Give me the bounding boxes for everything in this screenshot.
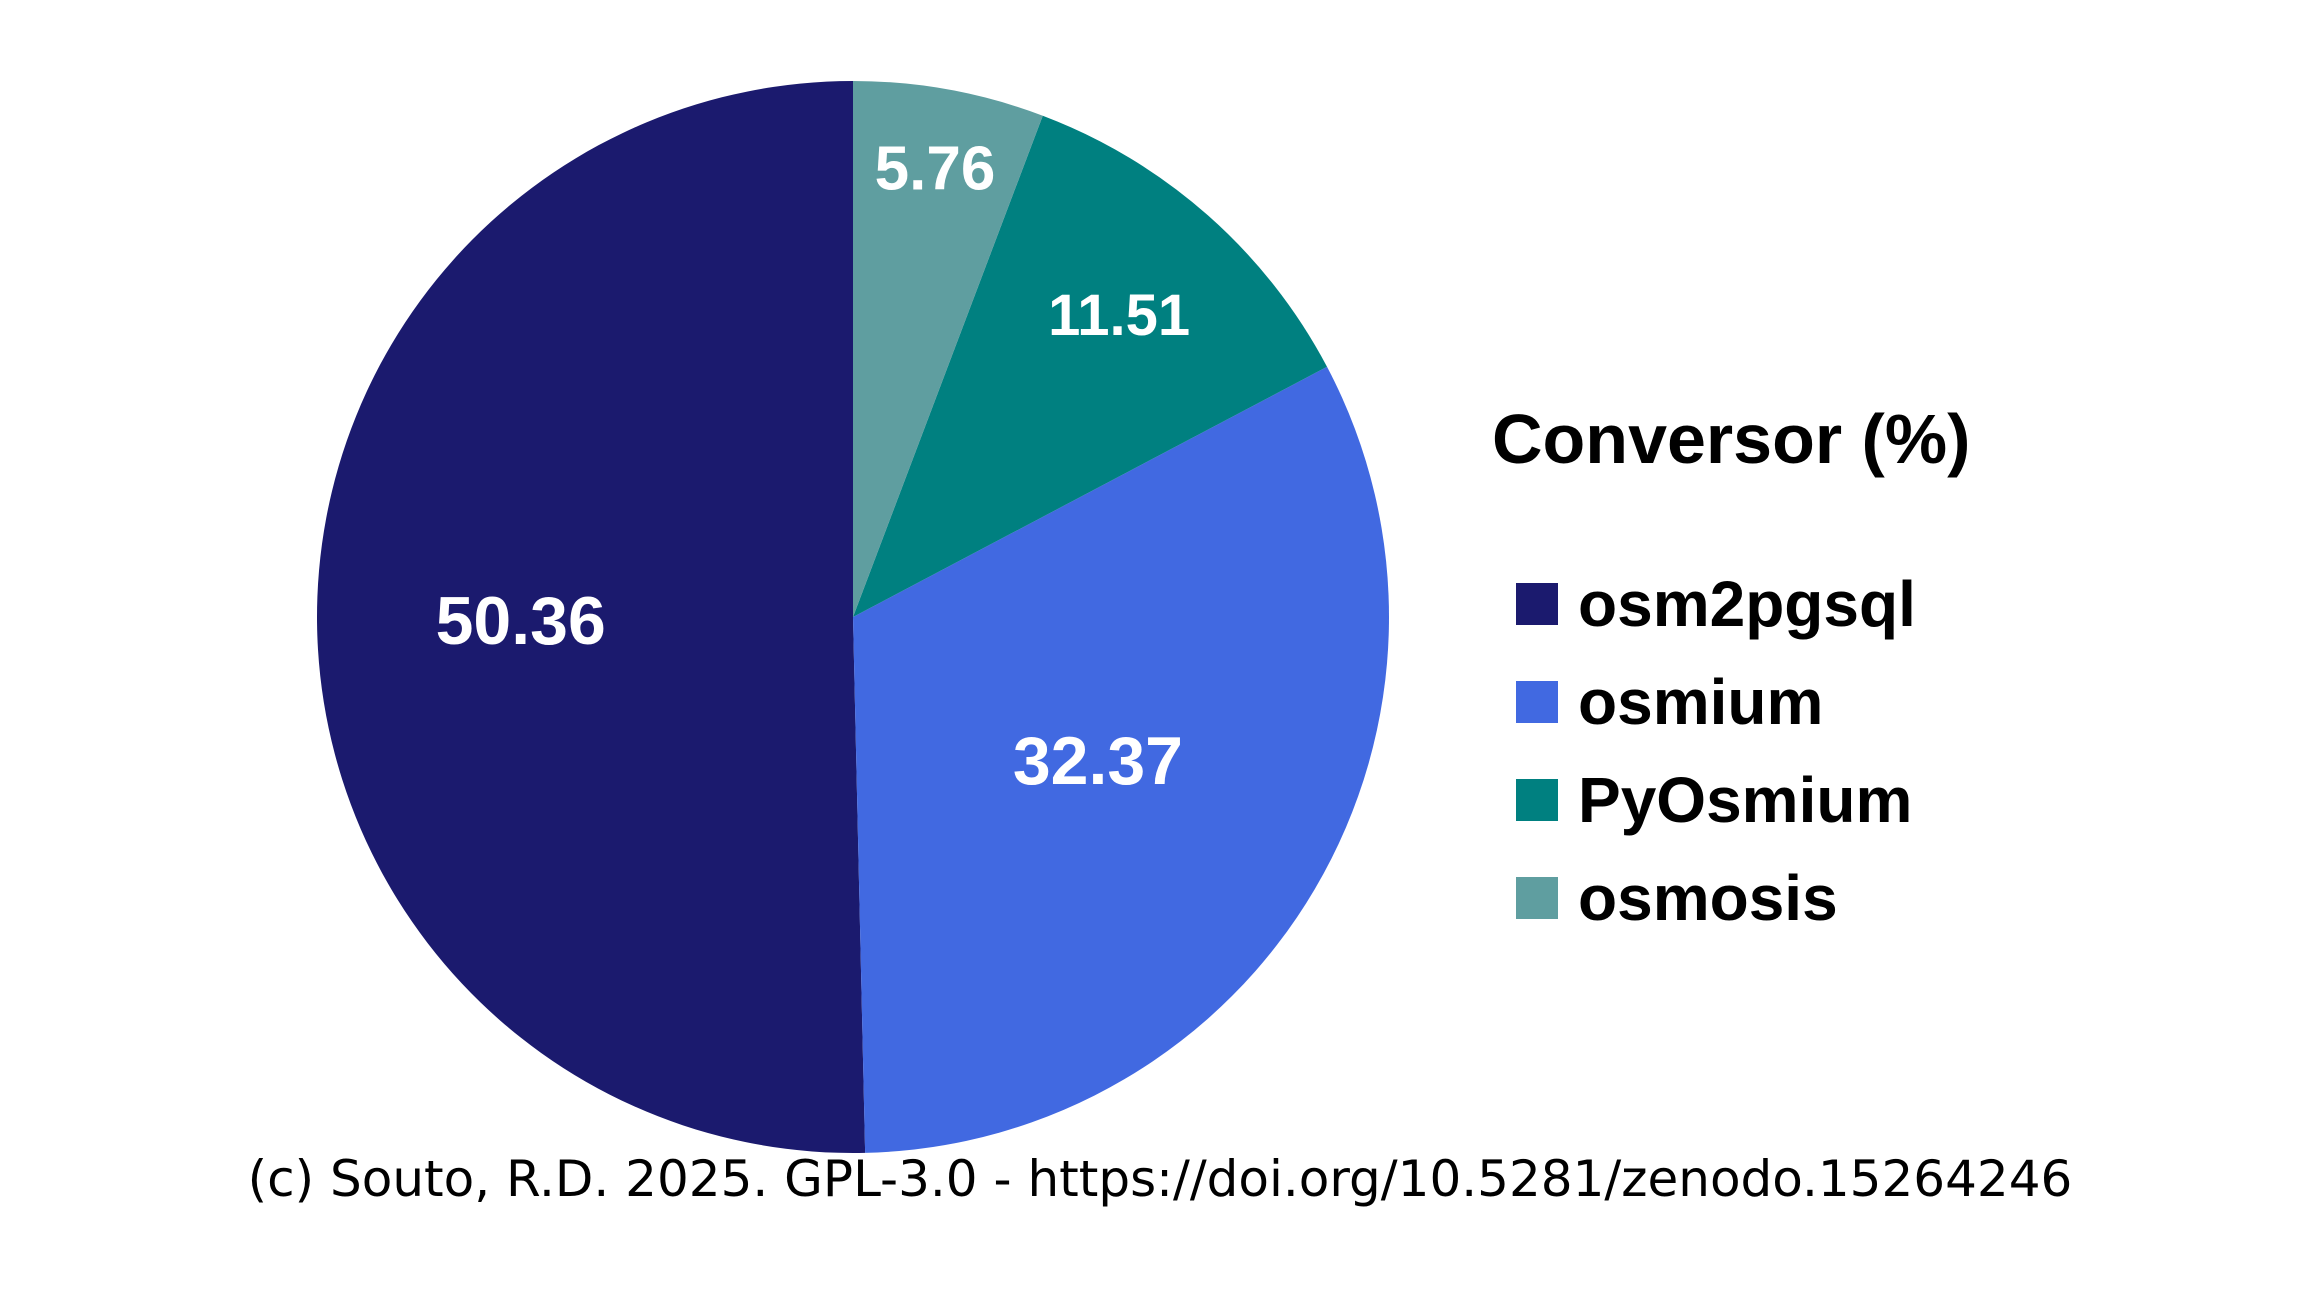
legend-title: Conversor (%) [1492,400,1970,478]
legend: Conversor (%) osm2pgsqlosmiumPyOsmiumosm… [1492,400,1970,934]
legend-swatch-pyosmium [1516,779,1558,821]
pie-data-labels: 50.36 32.37 11.51 5.76 [436,134,1190,799]
legend-swatch-osm2pgsql [1516,583,1558,625]
legend-swatch-osmosis [1516,877,1558,919]
data-label-osmosis: 5.76 [875,134,996,203]
legend-label-osmosis: osmosis [1578,862,1838,934]
legend-swatch-osmium [1516,681,1558,723]
data-label-osm2pgsql: 50.36 [436,583,606,659]
data-label-pyosmium: 11.51 [1048,283,1190,348]
data-label-osmium: 32.37 [1013,723,1183,799]
pie-slices [317,81,1389,1153]
pie-slice-pyosmium [853,115,1328,618]
legend-items: osm2pgsql osmium PyOsmium osmosis [1516,568,1916,934]
legend-label-pyosmium: PyOsmium [1578,764,1912,836]
pie-slice-osm2pgsql [317,81,866,1153]
pie-slice-osmosis [853,81,1043,617]
pie-slice-osmium [853,366,1389,1153]
legend-label-osmium: osmium [1578,666,1823,738]
credit-text: (c) Souto, R.D. 2025. GPL-3.0 - https://… [248,1150,2073,1208]
legend-label-osm2pgsql: osm2pgsql [1578,568,1916,640]
